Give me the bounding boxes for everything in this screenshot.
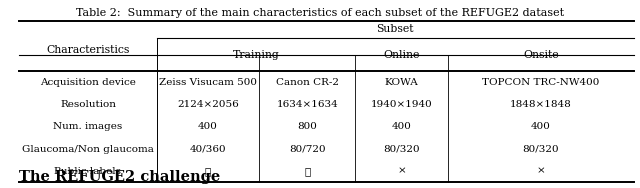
Text: 1940×1940: 1940×1940 (371, 100, 433, 109)
Text: 1848×1848: 1848×1848 (510, 100, 572, 109)
Text: 40/360: 40/360 (189, 145, 227, 154)
Text: Onsite: Onsite (523, 49, 559, 60)
Text: 80/320: 80/320 (383, 145, 420, 154)
Text: ✓: ✓ (304, 167, 310, 176)
Text: Acquisition device: Acquisition device (40, 78, 136, 87)
Text: 400: 400 (198, 122, 218, 131)
Text: Subset: Subset (376, 24, 414, 34)
Text: Glaucoma/Non glaucoma: Glaucoma/Non glaucoma (22, 145, 154, 154)
Text: TOPCON TRC-NW400: TOPCON TRC-NW400 (482, 78, 600, 87)
Text: KOWA: KOWA (385, 78, 419, 87)
Text: Online: Online (383, 49, 420, 60)
Text: Public labels: Public labels (54, 167, 122, 176)
Text: 1634×1634: 1634×1634 (276, 100, 338, 109)
Text: 400: 400 (392, 122, 412, 131)
Text: ×: × (397, 167, 406, 176)
Text: Canon CR-2: Canon CR-2 (276, 78, 339, 87)
Text: Zeiss Visucam 500: Zeiss Visucam 500 (159, 78, 257, 87)
Text: ✓: ✓ (205, 167, 211, 176)
Text: 2124×2056: 2124×2056 (177, 100, 239, 109)
Text: ×: × (536, 167, 545, 176)
Text: Table 2:  Summary of the main characteristics of each subset of the REFUGE2 data: Table 2: Summary of the main characteris… (76, 8, 564, 18)
Text: 80/320: 80/320 (522, 145, 559, 154)
Text: Training: Training (232, 49, 280, 60)
Text: The REFUGE2 challenge: The REFUGE2 challenge (19, 170, 220, 184)
Text: Characteristics: Characteristics (46, 45, 130, 55)
Text: 80/720: 80/720 (289, 145, 326, 154)
Text: Num. images: Num. images (53, 122, 123, 131)
Text: Resolution: Resolution (60, 100, 116, 109)
Text: 400: 400 (531, 122, 551, 131)
Text: 800: 800 (297, 122, 317, 131)
